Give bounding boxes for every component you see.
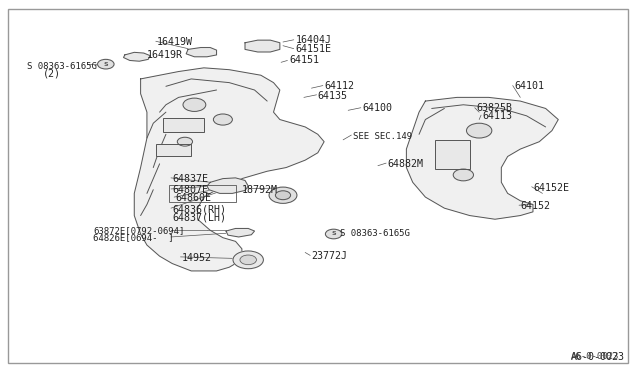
Text: 64135: 64135 <box>318 90 348 100</box>
Text: 64100: 64100 <box>362 103 392 113</box>
Text: 63872E[0792-0694]: 63872E[0792-0694] <box>93 226 184 235</box>
Text: 64151E: 64151E <box>296 44 332 54</box>
Text: 64151: 64151 <box>289 55 319 65</box>
Text: 64882M: 64882M <box>387 159 424 169</box>
Circle shape <box>325 229 342 239</box>
Text: S: S <box>104 62 108 67</box>
Text: (2): (2) <box>42 68 61 78</box>
Bar <box>156 144 191 157</box>
Polygon shape <box>207 178 248 193</box>
Circle shape <box>213 114 232 125</box>
Text: 64826E[0694-  ]: 64826E[0694- ] <box>93 233 174 242</box>
Text: 23772J: 23772J <box>312 251 348 261</box>
Text: 64152E: 64152E <box>533 183 569 193</box>
Circle shape <box>183 98 206 112</box>
Text: A6-0-0023: A6-0-0023 <box>571 352 620 361</box>
Circle shape <box>177 137 193 146</box>
Polygon shape <box>134 68 324 271</box>
Text: 64152: 64152 <box>520 201 550 211</box>
Circle shape <box>97 60 114 69</box>
Text: 16419R: 16419R <box>147 50 183 60</box>
Bar <box>435 140 470 169</box>
Text: 63825B: 63825B <box>476 103 512 113</box>
Circle shape <box>453 169 474 181</box>
Bar <box>163 118 204 132</box>
Text: S 08363-6165G: S 08363-6165G <box>27 61 97 71</box>
Text: 64837E: 64837E <box>172 174 208 184</box>
Bar <box>169 185 236 202</box>
Text: S 08363-6165G: S 08363-6165G <box>340 230 410 238</box>
Circle shape <box>233 251 264 269</box>
Text: A6-0-0023: A6-0-0023 <box>571 352 625 362</box>
Polygon shape <box>124 52 150 61</box>
Circle shape <box>269 187 297 203</box>
Text: 64836(RH): 64836(RH) <box>172 205 227 215</box>
Text: 64837(LH): 64837(LH) <box>172 212 227 222</box>
Text: 18792M: 18792M <box>242 185 278 195</box>
Text: SEE SEC.149: SEE SEC.149 <box>353 132 412 141</box>
Text: 64113: 64113 <box>483 111 513 121</box>
Text: 64807E: 64807E <box>172 185 208 195</box>
Text: 16404J: 16404J <box>296 35 332 45</box>
Polygon shape <box>406 97 558 219</box>
Circle shape <box>275 191 291 200</box>
Text: 14952: 14952 <box>182 253 212 263</box>
Text: 64112: 64112 <box>324 81 354 91</box>
Circle shape <box>467 123 492 138</box>
Text: 16419W: 16419W <box>156 37 193 47</box>
Text: 64860E: 64860E <box>175 193 211 203</box>
Polygon shape <box>226 228 255 237</box>
Text: S: S <box>332 231 336 237</box>
Polygon shape <box>186 48 216 57</box>
Polygon shape <box>245 40 280 52</box>
Text: 64101: 64101 <box>514 81 544 91</box>
Circle shape <box>240 255 257 264</box>
